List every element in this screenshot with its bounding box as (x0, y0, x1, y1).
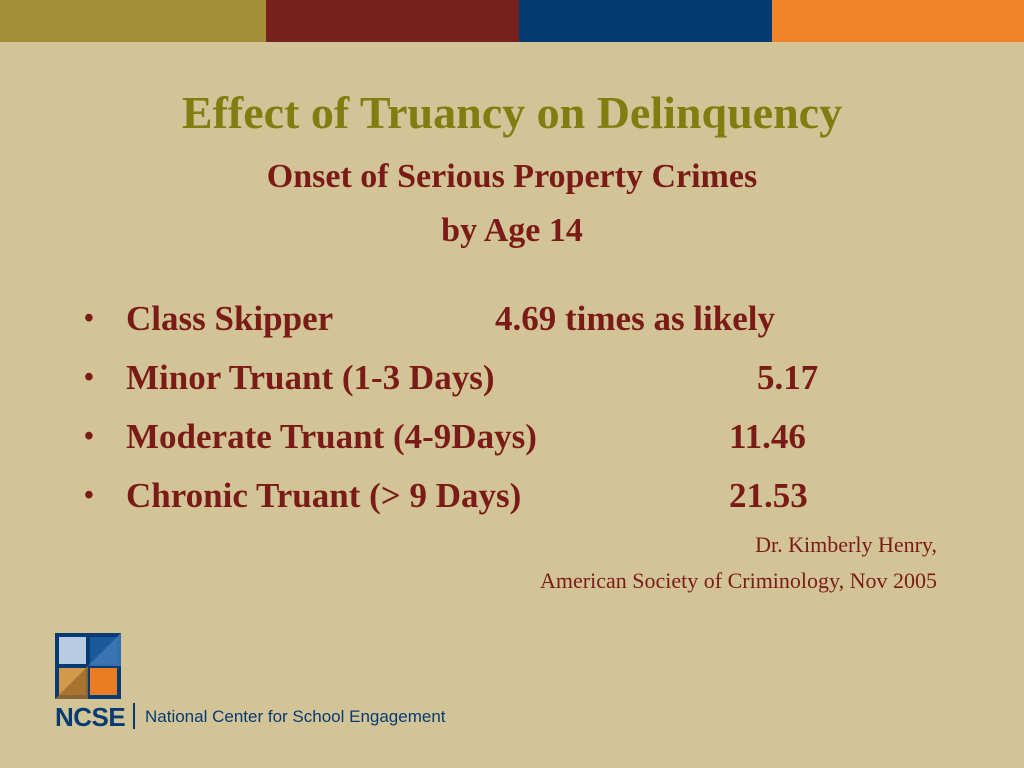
bullet-value: 5.17 (757, 358, 819, 397)
color-bar-maroon (266, 0, 519, 42)
bullet-label: Class Skipper (126, 299, 334, 338)
bullet-item-minor-truant: • Minor Truant (1-3 Days) 5.17 (84, 356, 944, 415)
logo-divider (133, 703, 135, 729)
bullet-value: 21.53 (729, 476, 808, 515)
citation-author: Dr. Kimberly Henry, (755, 532, 937, 557)
slide-subtitle-line-2: by Age 14 (441, 212, 583, 249)
bullet-dot: • (84, 480, 94, 511)
color-bar-gold (0, 0, 266, 42)
bullet-item-class-skipper: • Class Skipper 4.69 times as likely (84, 297, 944, 356)
bullet-value: 4.69 times as likely (495, 299, 775, 338)
slide-title: Effect of Truancy on Delinquency (181, 87, 843, 138)
bullet-list: • Class Skipper 4.69 times as likely • M… (84, 297, 944, 533)
bullet-dot: • (84, 362, 94, 393)
bullet-label: Chronic Truant (> 9 Days) (126, 476, 522, 515)
bullet-dot: • (84, 303, 94, 334)
color-bar-navy (519, 0, 772, 42)
ncse-abbreviation: NCSE (55, 702, 126, 732)
citation-source: American Society of Criminology, Nov 200… (540, 568, 937, 593)
bullet-item-chronic-truant: • Chronic Truant (> 9 Days) 21.53 (84, 474, 944, 533)
organization-name: National Center for School Engagement (145, 707, 446, 726)
slide-subtitle-line-1: Onset of Serious Property Crimes (266, 158, 758, 195)
bullet-dot: • (84, 421, 94, 452)
bullet-item-moderate-truant: • Moderate Truant (4-9Days) 11.46 (84, 415, 944, 474)
top-color-bar (0, 0, 1024, 42)
ncse-logo-icon (55, 633, 121, 699)
bullet-label: Minor Truant (1-3 Days) (126, 358, 495, 397)
bullet-value: 11.46 (729, 417, 806, 456)
color-bar-orange (772, 0, 1024, 42)
bullet-label: Moderate Truant (4-9Days) (126, 417, 537, 456)
